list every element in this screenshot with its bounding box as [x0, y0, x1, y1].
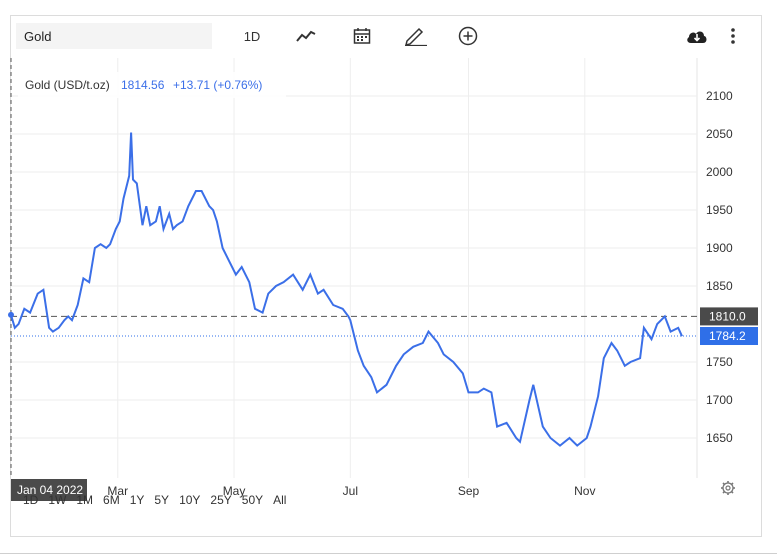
y-tick-label: 2100 — [706, 89, 733, 103]
y-axis-ticks: 2100 2050 2000 1950 1900 1850 1750 1700 1650 — [706, 89, 733, 445]
reference-label-box — [700, 327, 758, 346]
y-tick-label: 1850 — [706, 279, 733, 293]
reference-label: 1784.2 — [709, 329, 746, 343]
page-divider — [0, 553, 777, 554]
settings-gear-icon[interactable] — [721, 481, 735, 495]
chart-widget — [10, 15, 762, 537]
range-button-all[interactable]: All — [273, 493, 287, 507]
reference-lines: 1810.0 1784.2 — [11, 307, 758, 346]
crosshair-point — [8, 311, 14, 318]
range-button-5y[interactable]: 5Y — [154, 493, 170, 507]
symbol-input[interactable] — [16, 23, 212, 49]
y-gridlines — [11, 95, 697, 439]
x-axis-ticks: Mar May Jul Sep Nov — [107, 484, 595, 498]
legend-price: 1814.56 — [121, 78, 165, 92]
x-tick-label: Sep — [458, 484, 480, 498]
interval-button[interactable]: 1D — [243, 28, 261, 44]
legend-box — [18, 72, 286, 98]
y-tick-label: 1700 — [706, 393, 733, 407]
reference-label-box — [700, 307, 758, 326]
y-tick-label: 1650 — [706, 431, 733, 445]
y-tick-label: 1900 — [706, 241, 733, 255]
cloud-download-icon[interactable] — [684, 23, 710, 49]
range-button-6m[interactable]: 6M — [103, 493, 120, 507]
reference-label: 1810.0 — [709, 309, 746, 323]
range-button-1d[interactable]: 1D — [23, 493, 39, 507]
crosshair-date-label: Jan 04 2022 — [17, 483, 83, 497]
y-tick-label: 2050 — [706, 127, 733, 141]
crosshair-date-label-box — [11, 479, 87, 501]
y-tick-label: 2000 — [706, 165, 733, 179]
legend-change: +13.71 (+0.76%) — [173, 78, 262, 92]
range-button-1m[interactable]: 1M — [76, 493, 94, 507]
x-tick-label: Mar — [107, 484, 128, 498]
x-gridlines — [117, 58, 698, 478]
add-circle-icon[interactable] — [455, 23, 481, 49]
x-tick-label: Nov — [574, 484, 595, 498]
price-series-line — [10, 132, 683, 447]
calendar-icon[interactable] — [349, 23, 375, 49]
range-selector: 1D 1W 1M 6M 1Y 5Y 10Y 25Y 50Y All — [18, 491, 291, 509]
range-button-1w[interactable]: 1W — [48, 493, 67, 507]
range-button-25y[interactable]: 25Y — [210, 493, 232, 507]
pencil-icon[interactable] — [402, 23, 430, 49]
y-tick-label: 1750 — [706, 355, 733, 369]
range-button-50y[interactable]: 50Y — [241, 493, 264, 507]
line-chart-icon[interactable] — [293, 23, 319, 49]
legend-name: Gold (USD/t.oz) — [25, 78, 110, 92]
x-tick-label: May — [223, 484, 246, 498]
chart-toolbar: 1D — [10, 15, 760, 57]
x-tick-label: Jul — [343, 484, 358, 498]
range-button-10y[interactable]: 10Y — [179, 493, 201, 507]
range-button-1y[interactable]: 1Y — [129, 493, 145, 507]
y-tick-label: 1950 — [706, 203, 733, 217]
more-vertical-icon[interactable] — [724, 23, 742, 49]
